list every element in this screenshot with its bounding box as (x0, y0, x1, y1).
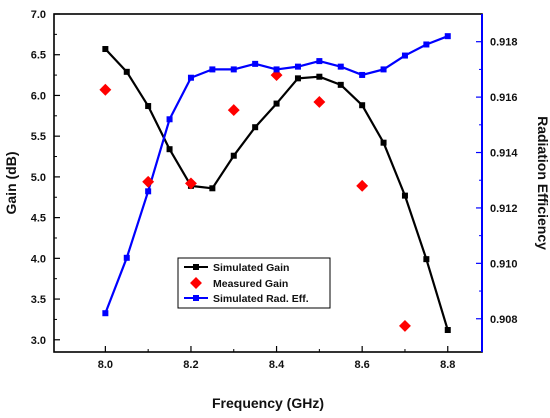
x-tick-label: 8.0 (98, 359, 113, 371)
simulated-rad-eff-point (380, 66, 387, 73)
simulated-rad-eff-point (209, 66, 216, 73)
simulated-rad-eff-point (102, 310, 109, 317)
x-tick-label: 8.8 (440, 359, 455, 371)
measured-gain-point (399, 319, 411, 332)
measured-gain-point (185, 177, 197, 190)
x-tick-label: 8.6 (355, 359, 370, 371)
simulated-rad-eff-point (145, 188, 152, 195)
y-left-tick-label: 6.5 (31, 50, 46, 62)
simulated-gain-point (102, 46, 109, 53)
simulated-gain-point (316, 73, 323, 80)
simulated-rad-eff-point (230, 66, 237, 73)
simulated-gain-point (380, 139, 387, 146)
y-left-tick-label: 6.0 (31, 90, 46, 102)
y-left-tick-label: 3.5 (31, 294, 46, 306)
simulated-gain-point (273, 100, 280, 107)
y-right-tick-label: 0.910 (490, 258, 518, 270)
measured-gain-point (356, 179, 369, 192)
simulated-rad-eff-point (252, 60, 259, 67)
simulated-rad-eff-point (294, 63, 301, 70)
simulated-gain-point (444, 327, 451, 334)
simulated-gain-point (166, 146, 173, 153)
y-left-tick-label: 4.0 (31, 253, 46, 265)
y-left-tick-label: 5.0 (31, 172, 46, 184)
y-right-tick-label: 0.908 (490, 314, 518, 326)
left-axis-title: Gain (dB) (3, 152, 19, 215)
y-left-tick-label: 4.5 (31, 213, 46, 225)
y-right-tick-label: 0.914 (490, 148, 518, 160)
y-right-tick-label: 0.916 (490, 92, 518, 104)
legend-label-simulated-gain: Simulated Gain (213, 262, 289, 274)
simulated-gain-point (359, 102, 366, 109)
x-tick-label: 8.4 (269, 359, 285, 371)
simulated-gain-point (230, 152, 237, 159)
y-left-tick-label: 3.0 (31, 335, 46, 347)
simulated-rad-eff-point (273, 66, 280, 73)
simulated-gain-point (123, 68, 130, 75)
legend-label-measured-gain: Measured Gain (213, 278, 288, 290)
simulated-rad-eff-point (337, 63, 344, 70)
simulated-gain-point (145, 103, 152, 110)
right-axis-title: Radiation Efficiency (535, 116, 550, 250)
measured-gain-point (313, 96, 326, 108)
measured-gain-point (227, 104, 240, 117)
legend-marker-simulated-gain (193, 264, 199, 270)
simulated-gain-point (252, 124, 259, 131)
measured-gain-point (142, 175, 155, 188)
simulated-gain-point (401, 192, 408, 199)
simulated-rad-eff-point (359, 71, 366, 78)
measured-gain-point (99, 83, 112, 96)
simulated-rad-eff-point (166, 116, 173, 123)
simulated-rad-eff-point (401, 52, 408, 59)
legend-label-simulated-rad-eff: Simulated Rad. Eff. (213, 293, 309, 305)
y-left-tick-label: 5.5 (31, 131, 46, 143)
simulated-gain-point (209, 185, 216, 192)
y-right-tick-label: 0.918 (490, 37, 518, 49)
legend-marker-simulated-rad-eff (193, 295, 199, 301)
simulated-rad-eff-point (423, 41, 430, 48)
simulated-rad-eff-point (187, 74, 194, 81)
x-tick-label: 8.2 (183, 359, 198, 371)
simulated-rad-eff-point (444, 33, 451, 40)
simulated-gain-point (294, 75, 301, 82)
y-right-tick-label: 0.912 (490, 203, 518, 215)
simulated-rad-eff-point (316, 58, 323, 65)
simulated-gain-point (423, 256, 430, 263)
simulated-rad-eff-point (123, 254, 130, 261)
legend-marker-measured-gain (190, 277, 202, 289)
x-axis-title: Frequency (GHz) (212, 395, 324, 411)
y-left-tick-label: 7.0 (31, 9, 46, 21)
legend: Simulated Gain Measured Gain Simulated R… (177, 257, 331, 309)
simulated-gain-point (337, 81, 344, 88)
